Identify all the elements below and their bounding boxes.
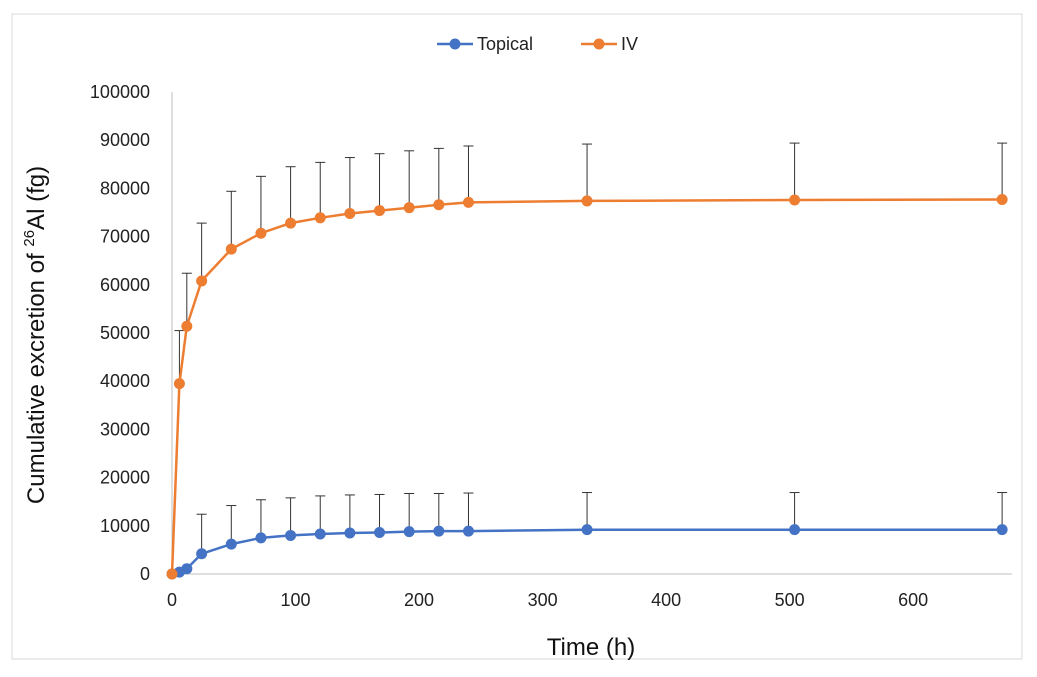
y-tick-label: 10000 xyxy=(100,516,150,536)
data-point-topical xyxy=(225,538,237,550)
x-tick-label: 200 xyxy=(404,590,434,610)
data-point-topical xyxy=(462,525,474,537)
data-point-iv xyxy=(196,275,208,287)
y-tick-label: 40000 xyxy=(100,371,150,391)
data-point-topical xyxy=(255,532,267,544)
y-tick-label: 90000 xyxy=(100,130,150,150)
data-point-topical xyxy=(403,526,415,538)
data-point-iv xyxy=(581,195,593,207)
y-tick-label: 80000 xyxy=(100,178,150,198)
x-tick-label: 600 xyxy=(898,590,928,610)
data-point-iv xyxy=(433,199,445,211)
data-point-iv xyxy=(285,217,297,229)
x-tick-label: 500 xyxy=(775,590,805,610)
legend-label-topical: Topical xyxy=(477,34,533,54)
legend-marker-iv xyxy=(593,38,605,50)
data-point-topical xyxy=(196,548,208,560)
series-lines xyxy=(170,198,1003,576)
legend: Topical IV xyxy=(437,34,638,54)
series-points xyxy=(166,193,1008,580)
y-tick-label: 0 xyxy=(140,564,150,584)
data-point-topical xyxy=(374,527,386,539)
x-axis-ticks: 0 100 200 300 400 500 600 xyxy=(167,590,928,610)
chart-border xyxy=(11,13,1023,660)
y-axis-title-suffix: (fg) xyxy=(23,166,50,209)
data-point-iv xyxy=(181,320,193,332)
series-line-iv xyxy=(170,198,1003,575)
y-tick-label: 20000 xyxy=(100,468,150,488)
x-tick-label: 0 xyxy=(167,590,177,610)
x-tick-label: 300 xyxy=(528,590,558,610)
data-point-topical xyxy=(433,525,445,537)
data-point-iv xyxy=(374,205,386,217)
data-point-topical xyxy=(996,524,1008,536)
series-line-topical xyxy=(171,528,1003,576)
data-point-topical xyxy=(314,528,326,540)
data-point-iv xyxy=(403,202,415,214)
y-axis-title-element: Al xyxy=(23,209,50,230)
y-axis-title: Cumulative excretion of 26Al (fg) xyxy=(21,166,50,504)
data-point-iv xyxy=(789,194,801,206)
x-tick-label: 100 xyxy=(281,590,311,610)
legend-label-iv: IV xyxy=(621,34,638,54)
error-bars xyxy=(174,142,1008,554)
data-point-topical xyxy=(581,524,593,536)
data-point-iv xyxy=(314,212,326,224)
y-axis-title-prefix: Cumulative excretion of xyxy=(23,247,50,504)
data-point-topical xyxy=(789,524,801,536)
y-tick-label: 60000 xyxy=(100,275,150,295)
y-tick-label: 30000 xyxy=(100,419,150,439)
data-point-topical xyxy=(285,529,297,541)
x-axis-title: Time (h) xyxy=(547,634,635,661)
legend-marker-topical xyxy=(449,38,461,50)
data-point-iv xyxy=(225,243,237,255)
data-point-iv xyxy=(166,568,178,580)
y-tick-label: 50000 xyxy=(100,323,150,343)
y-tick-label: 70000 xyxy=(100,227,150,247)
x-tick-label: 400 xyxy=(651,590,681,610)
data-point-iv xyxy=(173,378,185,390)
data-point-iv xyxy=(462,196,474,208)
data-point-iv xyxy=(996,193,1008,205)
data-point-topical xyxy=(181,563,193,575)
data-point-iv xyxy=(255,227,267,239)
data-point-iv xyxy=(344,207,356,219)
y-tick-label: 100000 xyxy=(90,82,150,102)
y-axis-title-isotope-mass: 26 xyxy=(21,230,38,247)
data-point-topical xyxy=(344,527,356,539)
y-axis-ticks: 0 10000 20000 30000 40000 50000 60000 70000 8000… xyxy=(90,82,150,584)
